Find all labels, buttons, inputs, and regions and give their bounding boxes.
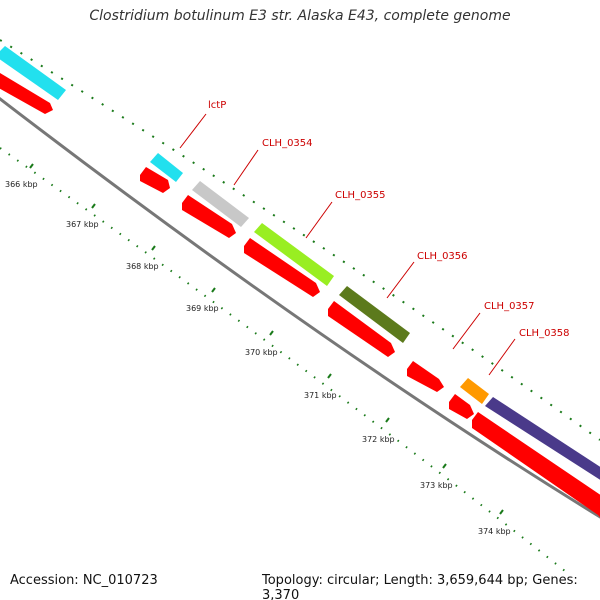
- gene-label-clh0357[interactable]: CLH_0357: [484, 301, 535, 312]
- scale-ticks: [29, 163, 504, 515]
- gene-label-clh0358[interactable]: CLH_0358: [519, 328, 570, 339]
- accession-text: Accession: NC_010723: [10, 573, 158, 588]
- cds-arrow-8[interactable]: [472, 412, 600, 523]
- feature-lime-clh0355[interactable]: [254, 223, 334, 286]
- cds-arrow-6[interactable]: [407, 361, 444, 392]
- gene-label-lctp[interactable]: lctP: [208, 100, 226, 111]
- gene-label-clh0354[interactable]: CLH_0354: [262, 138, 313, 149]
- feature-purple-large[interactable]: [485, 397, 600, 483]
- feature-cyan-left[interactable]: [0, 46, 66, 100]
- scale-label-369: 369 kbp: [186, 304, 219, 313]
- map-title: Clostridium botulinum E3 str. Alaska E43…: [89, 8, 511, 24]
- scale-label-374: 374 kbp: [478, 527, 511, 536]
- cds-arrow-4[interactable]: [244, 238, 320, 297]
- gene-labels: lctP CLH_0354 CLH_0355 CLH_0356 CLH_0357…: [208, 100, 570, 339]
- cds-track: [0, 73, 600, 523]
- inner-scale-track: [0, 147, 571, 576]
- scale-label-366: 366 kbp: [5, 180, 38, 189]
- cds-arrow-7[interactable]: [449, 394, 474, 419]
- scale-label-367: 367 kbp: [66, 220, 99, 229]
- gene-label-clh0356[interactable]: CLH_0356: [417, 251, 468, 262]
- cds-arrow-5[interactable]: [328, 301, 395, 357]
- scale-labels: 366 kbp 367 kbp 368 kbp 369 kbp 370 kbp …: [5, 180, 511, 536]
- cds-arrow-2[interactable]: [140, 167, 170, 193]
- label-leaders: [179, 113, 516, 376]
- feature-gray-clh0354[interactable]: [192, 181, 249, 227]
- scale-label-372: 372 kbp: [362, 435, 395, 444]
- scale-label-371: 371 kbp: [304, 391, 337, 400]
- cds-arrow-1[interactable]: [0, 73, 53, 114]
- genome-backbone: [0, 96, 600, 519]
- cds-arrow-3[interactable]: [182, 195, 236, 238]
- genome-summary-text: Topology: circular; Length: 3,659,644 bp…: [262, 573, 578, 600]
- scale-label-373: 373 kbp: [420, 481, 453, 490]
- feature-olive-clh0356[interactable]: [339, 286, 410, 343]
- outer-tick-track: [0, 39, 600, 441]
- feature-orange-clh0358[interactable]: [460, 378, 489, 404]
- scale-label-370: 370 kbp: [245, 348, 278, 357]
- outer-strand-features: [0, 46, 600, 483]
- gene-label-clh0355[interactable]: CLH_0355: [335, 190, 386, 201]
- scale-label-368: 368 kbp: [126, 262, 159, 271]
- feature-cyan-lctp[interactable]: [150, 153, 183, 182]
